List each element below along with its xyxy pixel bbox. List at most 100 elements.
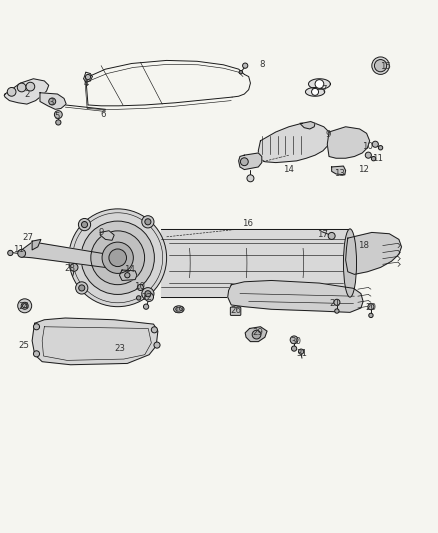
Polygon shape xyxy=(18,241,111,268)
Circle shape xyxy=(81,222,88,228)
Text: 22: 22 xyxy=(141,294,152,302)
Circle shape xyxy=(372,141,378,147)
Circle shape xyxy=(145,219,151,225)
Polygon shape xyxy=(120,270,137,280)
Circle shape xyxy=(69,209,166,306)
Text: 24: 24 xyxy=(18,302,29,311)
Text: 6: 6 xyxy=(101,110,106,119)
Circle shape xyxy=(315,79,324,88)
Circle shape xyxy=(78,219,91,231)
Circle shape xyxy=(369,313,373,318)
Circle shape xyxy=(138,285,144,290)
Circle shape xyxy=(243,63,248,68)
Text: 15: 15 xyxy=(380,62,391,71)
Circle shape xyxy=(311,88,318,95)
Polygon shape xyxy=(228,280,363,312)
Polygon shape xyxy=(4,79,49,104)
Polygon shape xyxy=(308,79,330,89)
Text: 9: 9 xyxy=(325,130,331,139)
Circle shape xyxy=(73,213,162,303)
Circle shape xyxy=(145,293,153,302)
Circle shape xyxy=(291,346,297,351)
Polygon shape xyxy=(32,318,158,365)
Circle shape xyxy=(76,282,88,294)
Circle shape xyxy=(54,111,62,118)
Circle shape xyxy=(240,158,248,166)
Circle shape xyxy=(70,263,78,271)
Circle shape xyxy=(33,324,39,330)
Text: 20: 20 xyxy=(365,303,376,312)
Circle shape xyxy=(151,327,157,333)
Circle shape xyxy=(8,251,13,256)
Polygon shape xyxy=(327,127,370,158)
Text: 23: 23 xyxy=(114,344,125,353)
Circle shape xyxy=(154,342,160,348)
Circle shape xyxy=(142,216,154,228)
Circle shape xyxy=(378,146,383,150)
Circle shape xyxy=(372,57,389,75)
Circle shape xyxy=(79,285,85,291)
Circle shape xyxy=(335,309,339,313)
Text: 14: 14 xyxy=(283,165,294,174)
Circle shape xyxy=(290,336,298,344)
Text: 29: 29 xyxy=(252,328,263,337)
Polygon shape xyxy=(258,123,330,163)
Circle shape xyxy=(33,351,39,357)
Text: 27: 27 xyxy=(22,233,33,242)
Text: 25: 25 xyxy=(18,342,29,351)
Polygon shape xyxy=(40,93,66,109)
Circle shape xyxy=(334,299,340,305)
Circle shape xyxy=(85,75,91,79)
Circle shape xyxy=(18,249,25,257)
Text: 18: 18 xyxy=(357,241,369,250)
Text: 10: 10 xyxy=(134,281,145,290)
Circle shape xyxy=(368,304,374,310)
Text: 21: 21 xyxy=(329,299,340,308)
Ellipse shape xyxy=(173,306,184,313)
Circle shape xyxy=(252,330,261,339)
Circle shape xyxy=(298,349,304,354)
Polygon shape xyxy=(100,231,114,240)
Circle shape xyxy=(374,60,387,72)
Polygon shape xyxy=(300,122,315,129)
Circle shape xyxy=(81,221,154,294)
Circle shape xyxy=(328,232,335,239)
Polygon shape xyxy=(32,239,41,250)
Circle shape xyxy=(109,249,127,266)
Circle shape xyxy=(7,87,16,96)
Text: 26: 26 xyxy=(230,305,241,314)
Polygon shape xyxy=(305,87,325,96)
Circle shape xyxy=(17,83,26,92)
Polygon shape xyxy=(332,166,346,175)
Text: 16: 16 xyxy=(242,219,253,228)
Text: 12: 12 xyxy=(358,165,370,174)
Text: 17: 17 xyxy=(318,230,328,239)
Polygon shape xyxy=(346,232,402,274)
Text: 10: 10 xyxy=(362,142,373,151)
Text: 2: 2 xyxy=(24,90,30,99)
Circle shape xyxy=(22,304,27,308)
Circle shape xyxy=(91,231,145,285)
Circle shape xyxy=(21,302,28,309)
Text: 19: 19 xyxy=(173,305,184,314)
Circle shape xyxy=(102,242,133,273)
Text: 5: 5 xyxy=(55,112,60,121)
Circle shape xyxy=(145,290,151,297)
Circle shape xyxy=(18,299,32,313)
Circle shape xyxy=(56,120,61,125)
FancyBboxPatch shape xyxy=(230,307,241,316)
Circle shape xyxy=(371,157,376,161)
Text: 31: 31 xyxy=(297,349,307,358)
Polygon shape xyxy=(239,153,262,169)
Polygon shape xyxy=(161,229,350,297)
Text: 14: 14 xyxy=(124,265,135,274)
Circle shape xyxy=(26,82,35,91)
Circle shape xyxy=(137,296,141,300)
Text: 28: 28 xyxy=(64,264,75,273)
Circle shape xyxy=(239,70,243,74)
Circle shape xyxy=(49,98,56,105)
Ellipse shape xyxy=(176,308,182,311)
Circle shape xyxy=(247,175,254,182)
Circle shape xyxy=(365,152,371,158)
Text: 11: 11 xyxy=(13,245,24,254)
